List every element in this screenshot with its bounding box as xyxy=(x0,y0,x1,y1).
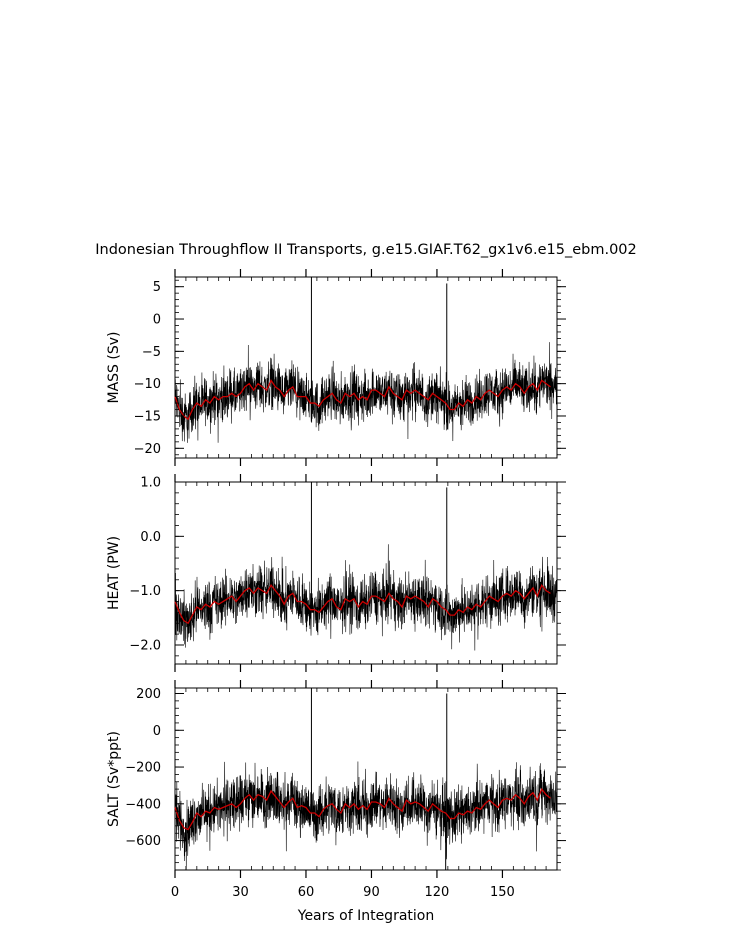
y-tick-label: −15 xyxy=(134,409,161,424)
monthly-series-line xyxy=(174,761,558,870)
monthly-series-line xyxy=(174,544,558,651)
y-axis-title: MASS (Sv) xyxy=(106,332,122,404)
y-tick-label: −10 xyxy=(134,377,161,392)
y-tick-label: −5 xyxy=(142,345,161,360)
x-tick-label: 90 xyxy=(363,885,380,900)
panel-2: 1.0 0.0 −1.0 −2.0 HEAT (PW) xyxy=(106,474,566,672)
y-tick-label: 0 xyxy=(153,724,161,739)
x-tick-label: 60 xyxy=(298,885,315,900)
plot-frame xyxy=(174,481,558,665)
y-tick-label: −20 xyxy=(134,442,161,457)
y-tick-label: 1.0 xyxy=(140,476,161,491)
y-tick-label: −600 xyxy=(125,834,161,849)
chart-title: Indonesian Throughflow II Transports, g.… xyxy=(95,242,637,258)
panel-1: 5 0 −5 −10 −15 −20 MASS (Sv) xyxy=(106,269,566,466)
x-tick-label: 0 xyxy=(171,885,179,900)
annual-mean-line xyxy=(174,787,551,831)
x-tick-label: 150 xyxy=(490,885,515,900)
panels: 5 0 −5 −10 −15 −20 MASS (Sv) 1.0 0.0 −1.0 −2.0 HEAT… xyxy=(106,269,566,900)
annual-mean-line xyxy=(174,583,551,625)
monthly-series-line xyxy=(174,342,558,443)
y-tick-label: 0.0 xyxy=(140,530,161,545)
y-tick-label: −2.0 xyxy=(129,638,161,653)
annual-mean-line xyxy=(174,379,551,421)
y-axis-title: SALT (Sv*ppt) xyxy=(106,731,122,827)
y-axis-title: HEAT (PW) xyxy=(106,536,122,610)
plot-frame xyxy=(174,687,558,871)
y-tick-label: −400 xyxy=(125,797,161,812)
plot-frame xyxy=(174,276,558,459)
x-tick-label: 30 xyxy=(232,885,249,900)
y-tick-label: 0 xyxy=(153,313,161,328)
y-tick-label: 200 xyxy=(136,687,161,702)
y-tick-label: 5 xyxy=(153,280,161,295)
x-tick-label: 120 xyxy=(425,885,450,900)
x-axis-title: Years of Integration xyxy=(297,908,434,924)
y-tick-label: −1.0 xyxy=(129,584,161,599)
y-tick-label: −200 xyxy=(125,761,161,776)
